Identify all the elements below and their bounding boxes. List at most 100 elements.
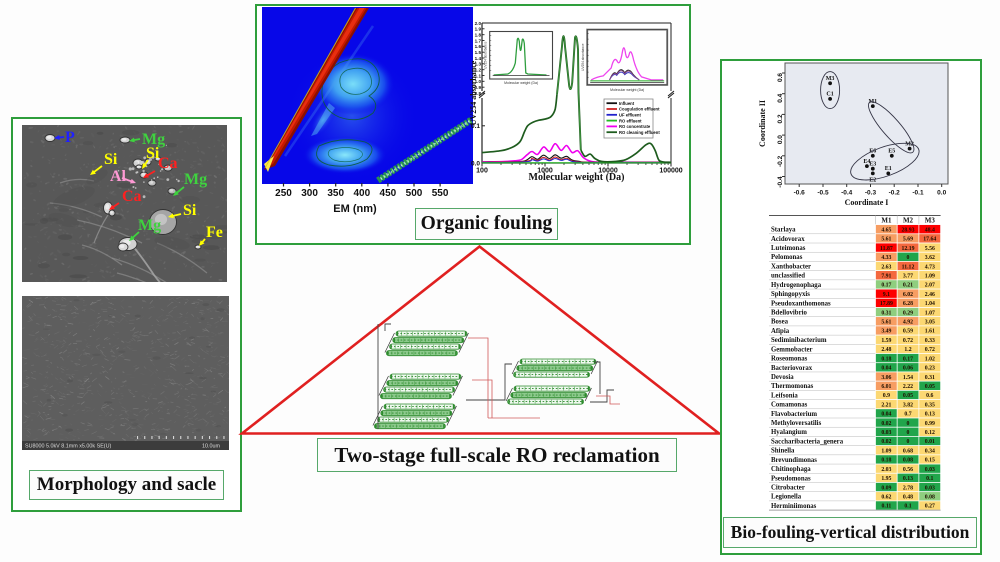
svg-text:100000: 100000 (659, 168, 682, 175)
svg-text:Gemmobacter: Gemmobacter (771, 346, 813, 353)
svg-text:1.07: 1.07 (925, 310, 935, 316)
svg-text:unclassified: unclassified (771, 273, 805, 280)
svg-text:0.33: 0.33 (925, 338, 935, 344)
svg-text:Si: Si (104, 151, 118, 168)
svg-text:1.1: 1.1 (475, 73, 482, 78)
svg-text:0.62: 0.62 (881, 495, 891, 501)
svg-text:Sediminibacterium: Sediminibacterium (771, 337, 827, 344)
svg-text:5.69: 5.69 (903, 237, 913, 243)
svg-text:4.92: 4.92 (903, 320, 913, 326)
svg-text:2.22: 2.22 (903, 384, 913, 390)
svg-text:12.19: 12.19 (901, 246, 914, 252)
svg-text:Thermomonas: Thermomonas (771, 383, 814, 390)
svg-text:-0.4: -0.4 (777, 176, 784, 188)
svg-text:6.02: 6.02 (903, 292, 913, 298)
svg-text:0.1: 0.1 (926, 476, 933, 482)
svg-text:6.28: 6.28 (903, 301, 913, 307)
svg-text:400: 400 (353, 188, 370, 199)
svg-text:300: 300 (301, 188, 318, 199)
svg-text:Hydrogenophaga: Hydrogenophaga (771, 282, 822, 289)
svg-text:0.0: 0.0 (471, 160, 480, 167)
svg-text:550: 550 (432, 188, 449, 199)
svg-text:1.5: 1.5 (475, 50, 482, 55)
svg-text:0.27: 0.27 (925, 504, 935, 510)
svg-text:0.72: 0.72 (925, 347, 935, 353)
svg-text:0.18: 0.18 (881, 356, 891, 362)
svg-text:0.05: 0.05 (903, 393, 913, 399)
svg-text:EM (nm): EM (nm) (333, 203, 377, 215)
svg-text:0.99: 0.99 (925, 421, 935, 427)
svg-text:0.02: 0.02 (881, 439, 891, 445)
svg-text:0.35: 0.35 (925, 402, 935, 408)
svg-text:0.04: 0.04 (881, 366, 891, 372)
svg-text:1.7: 1.7 (475, 38, 482, 43)
svg-text:RO concentrate: RO concentrate (619, 124, 651, 129)
svg-text:2.63: 2.63 (881, 264, 891, 270)
svg-text:250: 250 (275, 188, 292, 199)
svg-text:1.3: 1.3 (475, 62, 482, 67)
svg-text:0.1: 0.1 (904, 504, 911, 510)
svg-text:1.2: 1.2 (904, 347, 911, 353)
svg-text:Saccharibacteria_genera: Saccharibacteria_genera (771, 438, 844, 445)
svg-text:1.6: 1.6 (475, 44, 482, 49)
svg-text:5.56: 5.56 (925, 246, 935, 252)
svg-text:Starlaya: Starlaya (771, 227, 796, 234)
svg-text:0.31: 0.31 (925, 375, 935, 381)
svg-text:P: P (65, 129, 75, 146)
svg-text:0.05: 0.05 (925, 384, 935, 390)
svg-text:0.09: 0.09 (881, 485, 891, 491)
svg-text:-0.1: -0.1 (912, 190, 924, 197)
svg-text:500: 500 (406, 188, 423, 199)
svg-text:1000: 1000 (537, 168, 553, 175)
svg-text:0.13: 0.13 (925, 412, 935, 418)
svg-text:-0.5: -0.5 (817, 190, 829, 197)
svg-text:E5: E5 (888, 149, 895, 155)
svg-text:Bdellovibrio: Bdellovibrio (771, 310, 807, 317)
svg-text:2.46: 2.46 (925, 292, 935, 298)
svg-text:11.12: 11.12 (902, 264, 915, 270)
svg-text:-0.2: -0.2 (777, 155, 784, 167)
svg-text:0.0: 0.0 (937, 190, 946, 197)
svg-text:0.01: 0.01 (925, 439, 935, 445)
svg-text:0.48: 0.48 (903, 495, 913, 501)
svg-text:100: 100 (476, 168, 488, 175)
svg-text:10.0um: 10.0um (202, 444, 220, 450)
svg-text:450: 450 (380, 188, 397, 199)
svg-text:-0.2: -0.2 (889, 190, 901, 197)
svg-text:0.08: 0.08 (903, 458, 913, 464)
svg-text:E1: E1 (885, 166, 892, 172)
svg-text:M2: M2 (903, 217, 914, 225)
svg-text:4.65: 4.65 (881, 227, 891, 233)
svg-text:Xanthobacter: Xanthobacter (771, 263, 811, 270)
svg-text:17.64: 17.64 (923, 237, 936, 243)
svg-text:Bosea: Bosea (771, 319, 789, 326)
svg-text:48.4: 48.4 (925, 227, 935, 233)
svg-text:Influent: Influent (619, 101, 635, 106)
svg-text:3.05: 3.05 (925, 320, 935, 326)
svg-text:0.0: 0.0 (777, 135, 784, 144)
svg-text:UV254 absorbance: UV254 absorbance (484, 41, 488, 69)
svg-text:0.06: 0.06 (903, 366, 913, 372)
svg-text:1.95: 1.95 (881, 476, 891, 482)
svg-text:0.13: 0.13 (903, 476, 913, 482)
svg-text:Comamonas: Comamonas (771, 402, 808, 409)
svg-text:Citrobacter: Citrobacter (771, 484, 805, 491)
svg-text:Coordinate I: Coordinate I (845, 198, 889, 207)
svg-text:3.06: 3.06 (881, 375, 891, 381)
svg-text:0.68: 0.68 (903, 448, 913, 454)
svg-text:Brevundimonas: Brevundimonas (771, 457, 817, 464)
svg-text:2.07: 2.07 (925, 283, 935, 289)
svg-text:Pelomonas: Pelomonas (771, 254, 803, 261)
svg-text:5.61: 5.61 (881, 320, 891, 326)
svg-text:Afipia: Afipia (771, 328, 790, 335)
svg-text:0.17: 0.17 (903, 356, 913, 362)
svg-text:17.89: 17.89 (880, 301, 893, 307)
svg-text:0: 0 (907, 421, 910, 427)
svg-text:0.1: 0.1 (471, 123, 480, 130)
svg-text:10000: 10000 (598, 168, 618, 175)
svg-text:0: 0 (907, 255, 910, 261)
svg-text:1.0: 1.0 (475, 79, 482, 84)
svg-text:SU8000 5.0kV 8.1mm x5.00k SE(U: SU8000 5.0kV 8.1mm x5.00k SE(U) (25, 444, 111, 450)
svg-text:Leifsonia: Leifsonia (771, 392, 798, 399)
svg-text:Molecular weight (Da): Molecular weight (Da) (529, 172, 625, 183)
